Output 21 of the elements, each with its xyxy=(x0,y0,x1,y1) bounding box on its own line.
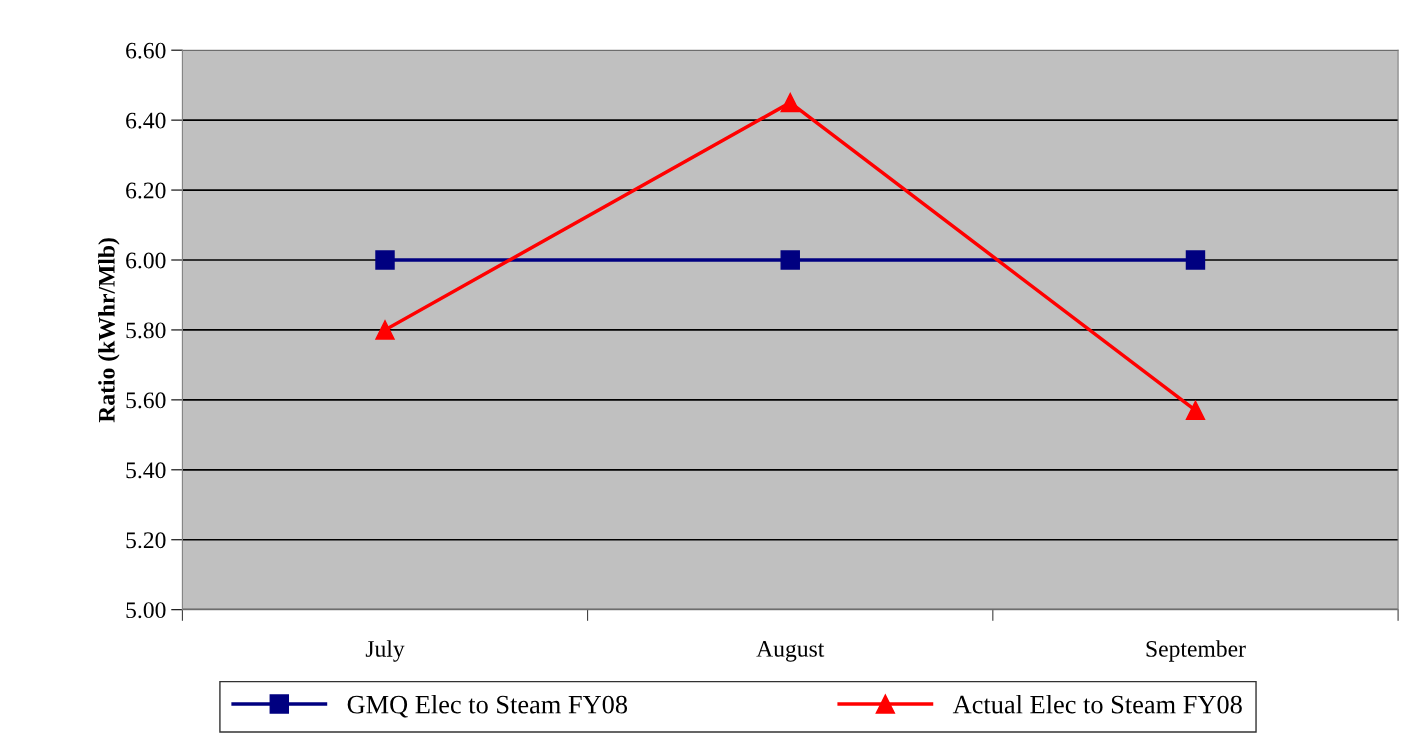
point xyxy=(375,250,395,270)
point xyxy=(1185,400,1206,421)
point xyxy=(1185,250,1206,270)
legend-label: GMQ Elec to Steam FY08 xyxy=(347,694,628,718)
x-tick-label: September xyxy=(1146,640,1246,662)
x-tick-label: July xyxy=(365,640,405,662)
y-tick-label: 6.40 xyxy=(126,112,166,129)
point xyxy=(780,250,800,270)
point xyxy=(375,320,395,340)
x-tick-label: August xyxy=(756,640,825,662)
y-axis-title: Ratio (kWhr/Mlb) xyxy=(98,238,120,423)
y-tick-label: 6.00 xyxy=(126,252,166,269)
y-tick-label: 5.00 xyxy=(126,602,166,619)
y-tick-label: 6.20 xyxy=(126,182,166,199)
legend-label: Actual Elec to Steam FY08 xyxy=(952,694,1242,714)
y-tick-label: 5.80 xyxy=(126,322,166,339)
y-tick-label: 5.20 xyxy=(126,532,166,549)
y-tick-label: 5.40 xyxy=(126,462,166,479)
point xyxy=(780,92,800,113)
y-tick-label: 6.60 xyxy=(126,42,166,59)
y-tick-label: 5.60 xyxy=(126,392,166,409)
